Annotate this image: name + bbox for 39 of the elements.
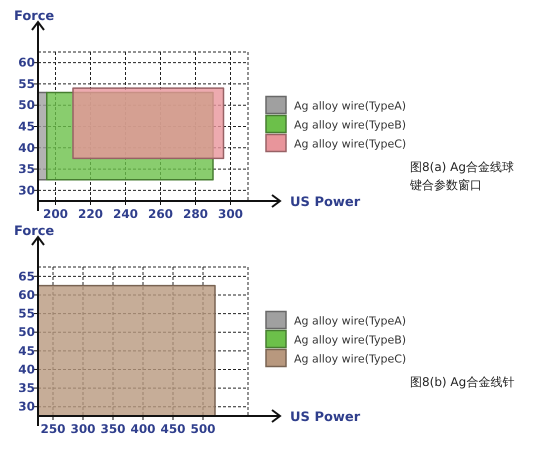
legend-label: Ag alloy wire(TypeB) — [294, 334, 406, 346]
x-tick-label: 300 — [70, 422, 96, 436]
y-tick-label: 30 — [18, 400, 35, 414]
x-tick-label: 500 — [190, 422, 216, 436]
caption: 图8(a) Ag合金线球键合参数窗口 — [409, 160, 514, 192]
x-tick-label: 260 — [148, 207, 174, 221]
x-tick-label: 350 — [100, 422, 126, 436]
y-tick-label: 30 — [18, 183, 35, 198]
y-tick-label: 55 — [18, 76, 35, 91]
legend-label: Ag alloy wire(TypeA) — [294, 100, 406, 112]
x-tick-label: 200 — [42, 207, 68, 221]
y-tick-label: 60 — [18, 56, 35, 70]
y-tick-label: 55 — [18, 306, 35, 321]
legend-label: Ag alloy wire(TypeC) — [294, 352, 406, 366]
x-axis-title: US Power — [290, 195, 361, 210]
y-tick-label: 35 — [18, 381, 35, 396]
y-tick-label: 40 — [18, 140, 35, 155]
x-tick-label: 220 — [78, 207, 104, 221]
x-tick-label: 250 — [40, 422, 66, 436]
y-tick-label: 65 — [18, 269, 35, 284]
x-tick-label: 240 — [112, 207, 138, 221]
y-tick-label: 45 — [18, 344, 35, 358]
x-tick-label: 450 — [160, 422, 186, 436]
y-tick-label: 45 — [18, 120, 35, 134]
x-axis-title: US Power — [290, 410, 361, 425]
x-tick-label: 400 — [130, 422, 156, 436]
y-tick-label: 50 — [18, 325, 35, 340]
legend-label: Ag alloy wire(TypeB) — [294, 118, 406, 132]
x-tick-label: 300 — [218, 207, 244, 221]
y-axis-title: Force — [14, 224, 54, 239]
x-tick-label: 280 — [182, 207, 208, 221]
legend-label: Ag alloy wire(TypeC) — [294, 138, 406, 150]
y-tick-label: 35 — [18, 162, 35, 176]
caption: 图8(b) Ag合金线针 — [410, 375, 514, 389]
y-tick-label: 50 — [18, 98, 35, 112]
y-tick-label: 40 — [18, 362, 35, 376]
y-tick-label: 60 — [18, 288, 35, 302]
y-axis-title: Force — [14, 9, 54, 24]
legend-label: Ag alloy wire(TypeA) — [294, 314, 406, 328]
